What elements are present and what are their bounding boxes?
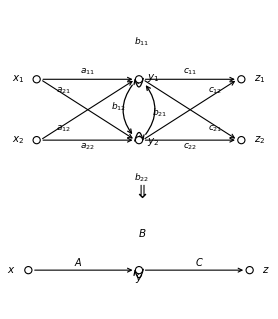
Text: $b_{21}$: $b_{21}$ [152,106,167,119]
Text: $a_{11}$: $a_{11}$ [80,66,95,77]
FancyArrowPatch shape [134,78,143,87]
Circle shape [238,137,245,144]
Text: $z_1$: $z_1$ [254,73,265,85]
Text: $z_2$: $z_2$ [254,134,265,146]
Text: $x_2$: $x_2$ [12,134,24,146]
Text: $b_{12}$: $b_{12}$ [111,101,126,113]
Text: $a_{22}$: $a_{22}$ [80,142,95,152]
Text: $c_{11}$: $c_{11}$ [183,66,197,77]
Text: $y_1$: $y_1$ [147,72,159,84]
Text: $x$: $x$ [8,265,16,275]
Circle shape [25,267,32,274]
FancyArrowPatch shape [135,132,144,141]
Circle shape [135,76,143,83]
Text: $\Downarrow$: $\Downarrow$ [131,184,147,202]
Text: $B$: $B$ [138,227,146,239]
Text: $x_1$: $x_1$ [12,73,24,85]
Text: $c_{22}$: $c_{22}$ [183,142,197,152]
Text: $z$: $z$ [262,265,270,275]
Text: $a_{21}$: $a_{21}$ [56,85,71,96]
Circle shape [135,267,143,274]
Text: $y_2$: $y_2$ [147,136,159,147]
Text: $b_{11}$: $b_{11}$ [134,36,149,48]
FancyArrowPatch shape [134,269,143,278]
Text: $a_{12}$: $a_{12}$ [56,124,71,134]
Text: $A$: $A$ [74,256,82,268]
Circle shape [33,137,40,144]
Circle shape [33,76,40,83]
Circle shape [246,267,253,274]
Text: $C$: $C$ [195,256,204,268]
Text: $b_{22}$: $b_{22}$ [134,171,149,184]
Circle shape [238,76,245,83]
Text: $y$: $y$ [135,273,143,285]
Text: $c_{12}$: $c_{12}$ [208,85,222,96]
Text: $c_{21}$: $c_{21}$ [207,124,222,134]
Circle shape [135,137,143,144]
